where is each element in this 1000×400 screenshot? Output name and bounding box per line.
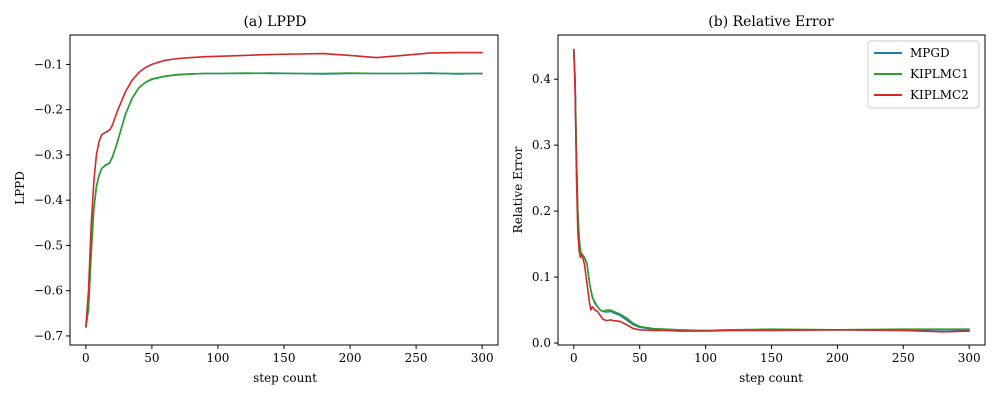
y-tick-label: −0.4 [34,193,64,207]
legend: MPGD KIPLMC1 KIPLMC2 [867,40,980,109]
plot-frame [557,34,986,346]
plot-frame [69,34,499,346]
y-tick-label: −0.3 [34,148,63,162]
tick-group: 0 50 100 150 200 250 300 −0.7 −0.6 −0.5 −0.4 −0.3 −0… [34,57,494,365]
y-tick-label: −0.5 [34,238,63,252]
x-tick-label: 250 [892,351,915,365]
series-group [85,51,483,328]
series-line-kiplmc2 [573,48,970,333]
y-tick-label: 0.2 [532,204,551,218]
y-tick-label: −0.2 [34,103,63,117]
x-tick-label: 50 [632,351,647,365]
x-tick-label: 50 [144,351,159,365]
x-tick-label: 300 [471,351,494,365]
x-tick-label: 200 [826,351,849,365]
y-tick-label: −0.7 [34,329,63,343]
chart-panel-relative-error: (b) Relative Error step count Relative E… [511,14,986,385]
y-axis-label: LPPD [13,171,27,205]
tick-group: 0 50 100 150 200 250 300 0.0 0.1 0.2 0.3 0.4 [532,72,981,365]
x-tick-label: 100 [206,351,229,365]
legend-frame [867,40,980,109]
y-tick-label: −0.6 [34,284,63,298]
x-tick-label: 300 [958,351,981,365]
y-axis-label: Relative Error [511,146,525,233]
chart-title: (b) Relative Error [708,14,834,30]
y-tick-label: 0.4 [532,72,551,86]
y-tick-label: 0.1 [532,270,551,284]
series-line-kiplmc1 [85,72,483,328]
x-tick-label: 250 [405,351,428,365]
x-tick-label: 200 [339,351,362,365]
x-axis-label: step count [739,371,803,385]
x-tick-label: 100 [694,351,717,365]
chart-title: (a) LPPD [243,14,306,30]
y-tick-label: −0.1 [34,57,63,71]
legend-label-kiplmc2: KIPLMC2 [910,88,969,102]
series-line-kiplmc2 [85,51,483,328]
series-line-mpgd [85,72,483,328]
y-tick-label: 0.0 [532,336,551,350]
x-tick-label: 150 [273,351,296,365]
y-tick-label: 0.3 [532,138,551,152]
legend-label-mpgd: MPGD [910,46,950,60]
chart-panel-lppd: (a) LPPD step count LPPD 0 50 100 150 200 250… [13,14,499,385]
legend-label-kiplmc1: KIPLMC1 [910,67,969,81]
x-tick-label: 0 [570,351,578,365]
x-axis-label: step count [253,371,317,385]
x-tick-label: 0 [82,351,90,365]
series-group [573,48,970,333]
x-tick-label: 150 [760,351,783,365]
